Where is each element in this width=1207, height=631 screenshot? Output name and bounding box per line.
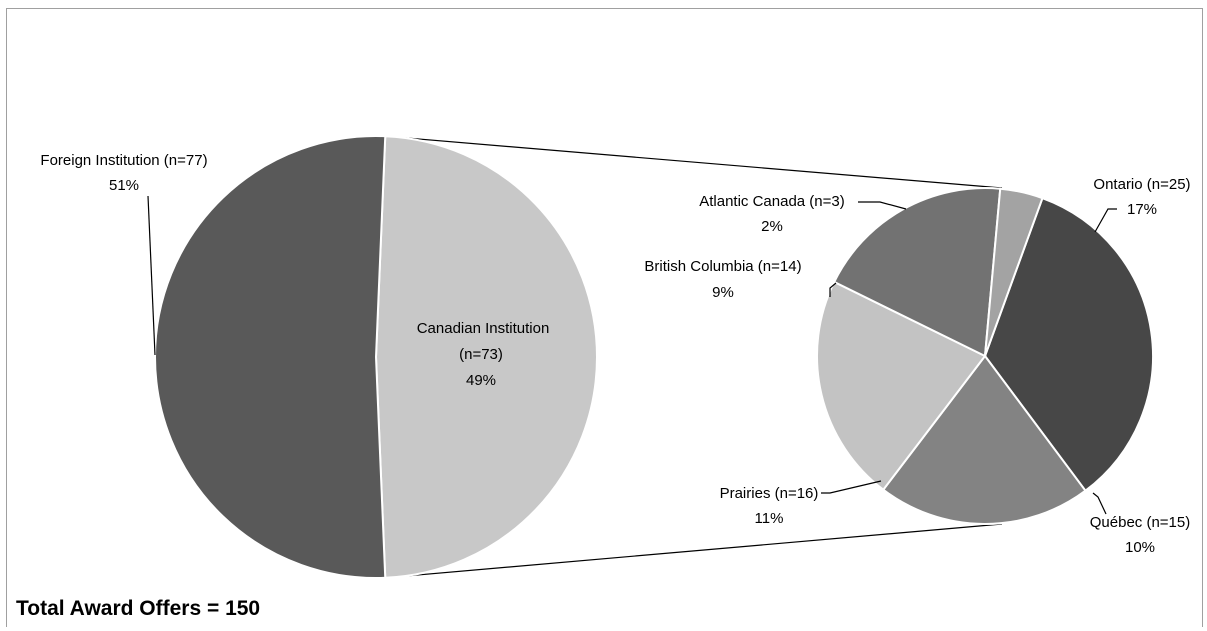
- slice-pct-foreign-institution: 51%: [109, 177, 139, 194]
- connector-lines: [385, 135, 1003, 579]
- pie-slice-quebec: [881, 354, 1087, 525]
- slice-pct-british-columbia: 9%: [712, 284, 734, 301]
- slice-label-british-columbia: British Columbia (n=14): [644, 258, 801, 275]
- leader-lines: [147, 195, 1117, 515]
- slice-pct-ontario: 17%: [1127, 201, 1157, 218]
- leader-line-foreign-institution: [147, 195, 156, 356]
- leader-line-british-columbia: [829, 282, 837, 297]
- connector-line-top: [385, 135, 1003, 189]
- slice-pct-atlantic-canada: 2%: [761, 218, 783, 235]
- leader-line-atlantic-canada: [858, 201, 907, 210]
- slice-label-prairies: Prairies (n=16): [720, 485, 819, 502]
- slice-label-atlantic-canada: Atlantic Canada (n=3): [699, 193, 845, 210]
- total-award-offers: Total Award Offers = 150: [16, 597, 261, 620]
- pie-slice-prairies: [816, 280, 987, 492]
- slice-label-quebec: Québec (n=15): [1090, 514, 1190, 531]
- pie-slice-canadian-institution: [374, 135, 598, 579]
- slice-label-foreign-institution: Foreign Institution (n=77): [40, 152, 207, 169]
- pie-slice-ontario: [983, 196, 1154, 493]
- chart-frame: [6, 8, 1203, 627]
- main-pie: [153, 135, 598, 579]
- leader-line-ontario: [1094, 208, 1117, 233]
- pie-slice-atlantic-canada: [984, 187, 1044, 357]
- connector-line-bottom: [385, 523, 1003, 579]
- slice-count-canadian-institution: (n=73): [459, 346, 503, 363]
- slice-pct-quebec: 10%: [1125, 539, 1155, 556]
- pie-slice-british-columbia: [832, 187, 1002, 358]
- slice-label-ontario: Ontario (n=25): [1093, 176, 1190, 193]
- slice-pct-canadian-institution: 49%: [466, 372, 496, 389]
- leader-line-quebec: [1092, 492, 1107, 515]
- slice-label-canadian-institution: Canadian Institution: [417, 320, 550, 337]
- leader-line-prairies: [821, 480, 882, 494]
- slice-pct-prairies: 11%: [755, 510, 784, 527]
- pie-slice-foreign-institution: [153, 135, 387, 579]
- sub-pie: [816, 187, 1154, 525]
